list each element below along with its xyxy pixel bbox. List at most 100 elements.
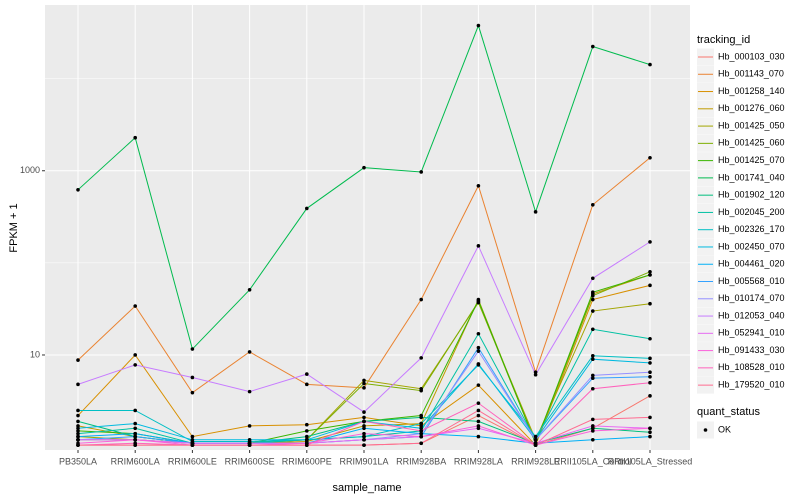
data-point xyxy=(648,283,652,288)
legend-label: Hb_001425_070 xyxy=(718,155,785,165)
data-point xyxy=(476,345,481,350)
data-point xyxy=(591,293,595,298)
data-point xyxy=(533,438,538,442)
data-point xyxy=(305,429,309,433)
data-point xyxy=(533,443,538,447)
data-point xyxy=(476,434,481,439)
data-point xyxy=(591,429,595,433)
legend-label: Hb_004461_020 xyxy=(718,259,785,269)
data-point xyxy=(305,443,309,447)
data-point xyxy=(247,288,252,292)
data-point xyxy=(648,336,652,341)
x-tick-label: RRIM600SE xyxy=(225,456,275,466)
data-point xyxy=(476,331,481,336)
data-point xyxy=(648,361,652,365)
data-point xyxy=(476,424,481,428)
data-point xyxy=(476,413,481,418)
data-point xyxy=(591,386,595,391)
data-point xyxy=(648,240,652,244)
data-point xyxy=(476,23,481,28)
x-tick-label: RRIM600LA xyxy=(111,456,160,466)
data-point xyxy=(305,438,309,442)
data-point xyxy=(362,378,366,383)
data-point xyxy=(190,347,195,351)
legend2-title: quant_status xyxy=(697,406,760,418)
data-point xyxy=(591,202,595,207)
data-point xyxy=(648,273,652,277)
data-point xyxy=(419,426,424,431)
legend-label: Hb_052941_010 xyxy=(718,328,785,338)
data-point xyxy=(190,443,195,447)
data-point xyxy=(419,388,424,393)
data-point xyxy=(533,372,538,377)
data-point xyxy=(362,165,366,170)
data-point xyxy=(190,390,195,395)
data-point xyxy=(362,426,366,431)
data-point xyxy=(362,410,366,414)
data-point xyxy=(591,327,595,332)
data-point xyxy=(419,441,424,446)
data-point xyxy=(76,188,80,192)
data-point xyxy=(648,356,652,361)
y-tick-label: 1000 xyxy=(20,165,40,175)
data-point xyxy=(648,62,652,67)
data-point xyxy=(133,443,137,447)
data-point xyxy=(419,170,424,174)
data-point xyxy=(133,304,137,308)
data-point xyxy=(419,356,424,360)
legend-label: Hb_001425_050 xyxy=(718,120,785,130)
legend-label: Hb_000103_030 xyxy=(718,51,785,61)
data-point xyxy=(247,424,252,428)
data-point xyxy=(648,415,652,420)
data-point xyxy=(591,373,595,378)
data-point xyxy=(133,421,137,426)
data-point xyxy=(247,438,252,442)
data-point xyxy=(476,244,481,248)
data-point xyxy=(362,386,366,390)
data-point xyxy=(362,415,366,420)
data-point xyxy=(76,382,80,387)
data-point xyxy=(533,370,538,375)
legend-label: Hb_001902_120 xyxy=(718,190,785,200)
data-point xyxy=(591,376,595,380)
data-point xyxy=(305,206,309,211)
data-point xyxy=(419,415,424,420)
legend-label: OK xyxy=(718,424,731,434)
data-point xyxy=(476,298,481,303)
data-point xyxy=(133,363,137,367)
data-point xyxy=(247,350,252,354)
data-point xyxy=(362,381,366,386)
data-point xyxy=(648,380,652,385)
data-point xyxy=(362,438,366,442)
data-point xyxy=(648,394,652,398)
x-tick-label: RRIM600PE xyxy=(282,456,332,466)
data-point xyxy=(419,297,424,302)
legend-point xyxy=(703,428,708,432)
data-point xyxy=(133,426,137,431)
data-point xyxy=(76,426,80,431)
data-point xyxy=(76,358,80,362)
legend-label: Hb_001258_140 xyxy=(718,86,785,96)
data-point xyxy=(648,430,652,435)
legend-label: Hb_091433_030 xyxy=(718,345,785,355)
data-point xyxy=(591,357,595,361)
data-point xyxy=(190,438,195,442)
data-point xyxy=(648,426,652,431)
data-point xyxy=(305,372,309,376)
data-point xyxy=(476,349,481,353)
data-point xyxy=(476,419,481,424)
x-tick-label: RRIM928LA xyxy=(454,456,503,466)
data-point xyxy=(247,443,252,447)
data-point xyxy=(76,419,80,424)
y-tick-label: 10 xyxy=(30,349,40,359)
legend-label: Hb_010174_070 xyxy=(718,293,785,303)
data-point xyxy=(476,408,481,413)
data-point xyxy=(305,382,309,387)
x-tick-label: PB350LA xyxy=(59,456,97,466)
data-point xyxy=(362,431,366,436)
data-point xyxy=(591,424,595,428)
data-point xyxy=(591,44,595,49)
data-point xyxy=(133,431,137,436)
legend-label: Hb_001425_060 xyxy=(718,138,785,148)
data-point xyxy=(76,429,80,433)
